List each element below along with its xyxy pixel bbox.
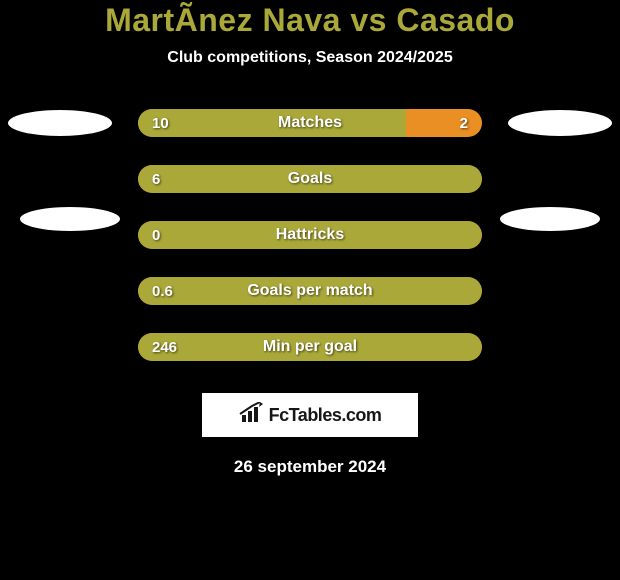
date-text: 26 september 2024	[234, 457, 386, 477]
stat-bar: 10Matches2	[138, 109, 482, 137]
stat-left-value: 0.6	[152, 283, 173, 300]
stat-bar-left-fill	[138, 109, 406, 137]
right-ellipse	[508, 110, 612, 136]
comparison-subtitle: Club competitions, Season 2024/2025	[167, 49, 452, 67]
left-ellipse	[8, 110, 112, 136]
stat-row: 0Hattricks	[0, 221, 620, 249]
stat-bar: 6Goals	[138, 165, 482, 193]
stat-row: 0.6Goals per match	[0, 277, 620, 305]
stat-left-value: 246	[152, 339, 177, 356]
stat-row: 10Matches2	[0, 109, 620, 137]
fctables-logo: FcTables.com	[202, 393, 418, 437]
stat-bar: 0.6Goals per match	[138, 277, 482, 305]
chart-icon	[239, 402, 265, 429]
stat-bar: 246Min per goal	[138, 333, 482, 361]
comparison-title: MartÃ­nez Nava vs Casado	[105, 2, 515, 39]
logo-text: FcTables.com	[269, 405, 382, 426]
stat-row: 6Goals	[0, 165, 620, 193]
stat-left-value: 0	[152, 227, 160, 244]
stat-right-value: 2	[460, 115, 468, 132]
stat-bar-left-fill	[138, 333, 482, 361]
stat-left-value: 6	[152, 171, 160, 188]
stat-bar-left-fill	[138, 277, 482, 305]
stat-bar: 0Hattricks	[138, 221, 482, 249]
stats-rows: 10Matches2 6Goals 0Hattricks 0.6Goals per m…	[0, 109, 620, 361]
stat-left-value: 10	[152, 115, 169, 132]
stat-row: 246Min per goal	[0, 333, 620, 361]
stat-bar-left-fill	[138, 165, 482, 193]
stat-bar-left-fill	[138, 221, 482, 249]
